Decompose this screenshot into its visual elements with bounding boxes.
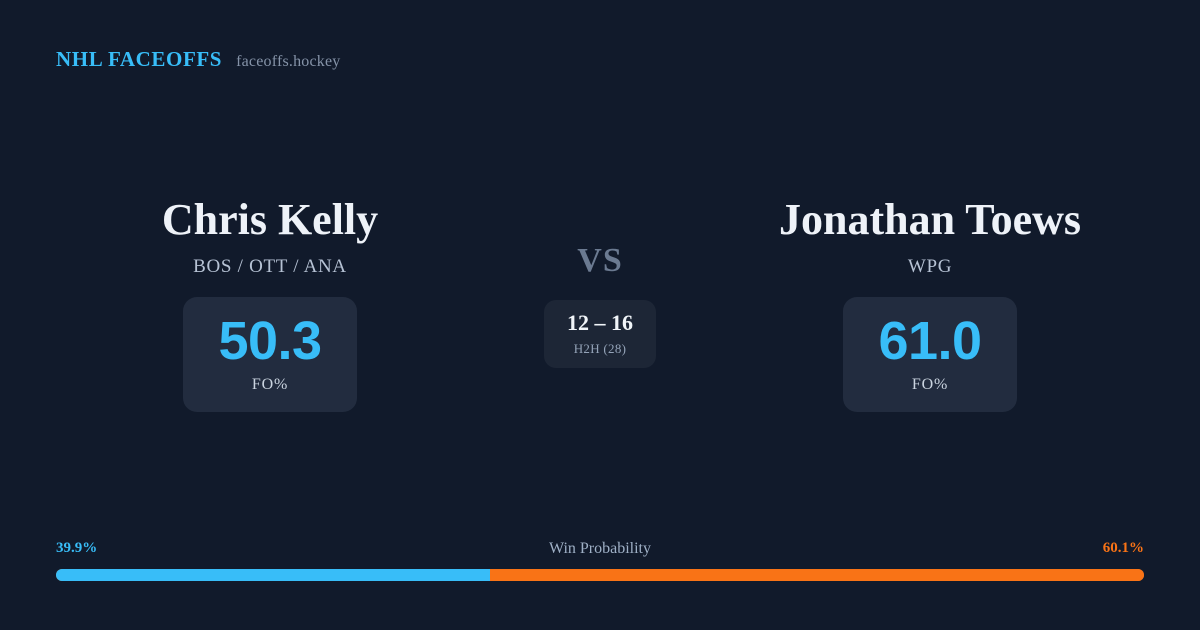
head-to-head-label: H2H (28)	[573, 340, 627, 356]
faceoff-percent-right: 61.0	[878, 311, 982, 372]
faceoff-percent-left: 50.3	[218, 311, 322, 372]
player-teams-right: WPG	[907, 255, 953, 277]
player-name-left: Chris Kelly	[161, 195, 379, 244]
win-probability-section: 39.9% Win Probability 60.1%	[56, 540, 1144, 581]
brand-header: NHL FACEOFFS faceoffs.hockey	[56, 47, 341, 72]
player-card-left: Chris Kelly BOS / OTT / ANA 50.3 FO%	[55, 196, 485, 412]
faceoff-stat-card-left: 50.3 FO%	[183, 296, 357, 412]
win-probability-labels: 39.9% Win Probability 60.1%	[56, 540, 1144, 562]
head-to-head-card: 12 – 16 H2H (28)	[544, 300, 656, 368]
faceoff-percent-label-right: FO%	[911, 376, 949, 394]
player-card-right: Jonathan Toews WPG 61.0 FO%	[715, 196, 1145, 412]
win-probability-left-value: 39.9%	[56, 540, 98, 556]
head-to-head-record: 12 – 16	[567, 309, 633, 335]
faceoff-percent-label-left: FO%	[251, 376, 289, 394]
player-teams-left: BOS / OTT / ANA	[193, 255, 347, 277]
win-probability-bar-right-segment	[490, 569, 1144, 581]
brand-wordmark: NHL FACEOFFS	[56, 47, 223, 71]
win-probability-right-value: 60.1%	[1102, 540, 1144, 556]
player-name-right: Jonathan Toews	[778, 195, 1081, 244]
win-probability-title: Win Probability	[548, 540, 651, 557]
faceoff-stat-card-right: 61.0 FO%	[843, 296, 1017, 412]
win-probability-bar	[56, 569, 1144, 581]
brand-domain: faceoffs.hockey	[236, 53, 341, 70]
versus-label: VS	[577, 242, 623, 279]
win-probability-bar-left-segment	[56, 569, 491, 581]
matchup-row: Chris Kelly BOS / OTT / ANA 50.3 FO% VS …	[0, 196, 1200, 412]
versus-block: VS 12 – 16 H2H (28)	[485, 196, 715, 368]
